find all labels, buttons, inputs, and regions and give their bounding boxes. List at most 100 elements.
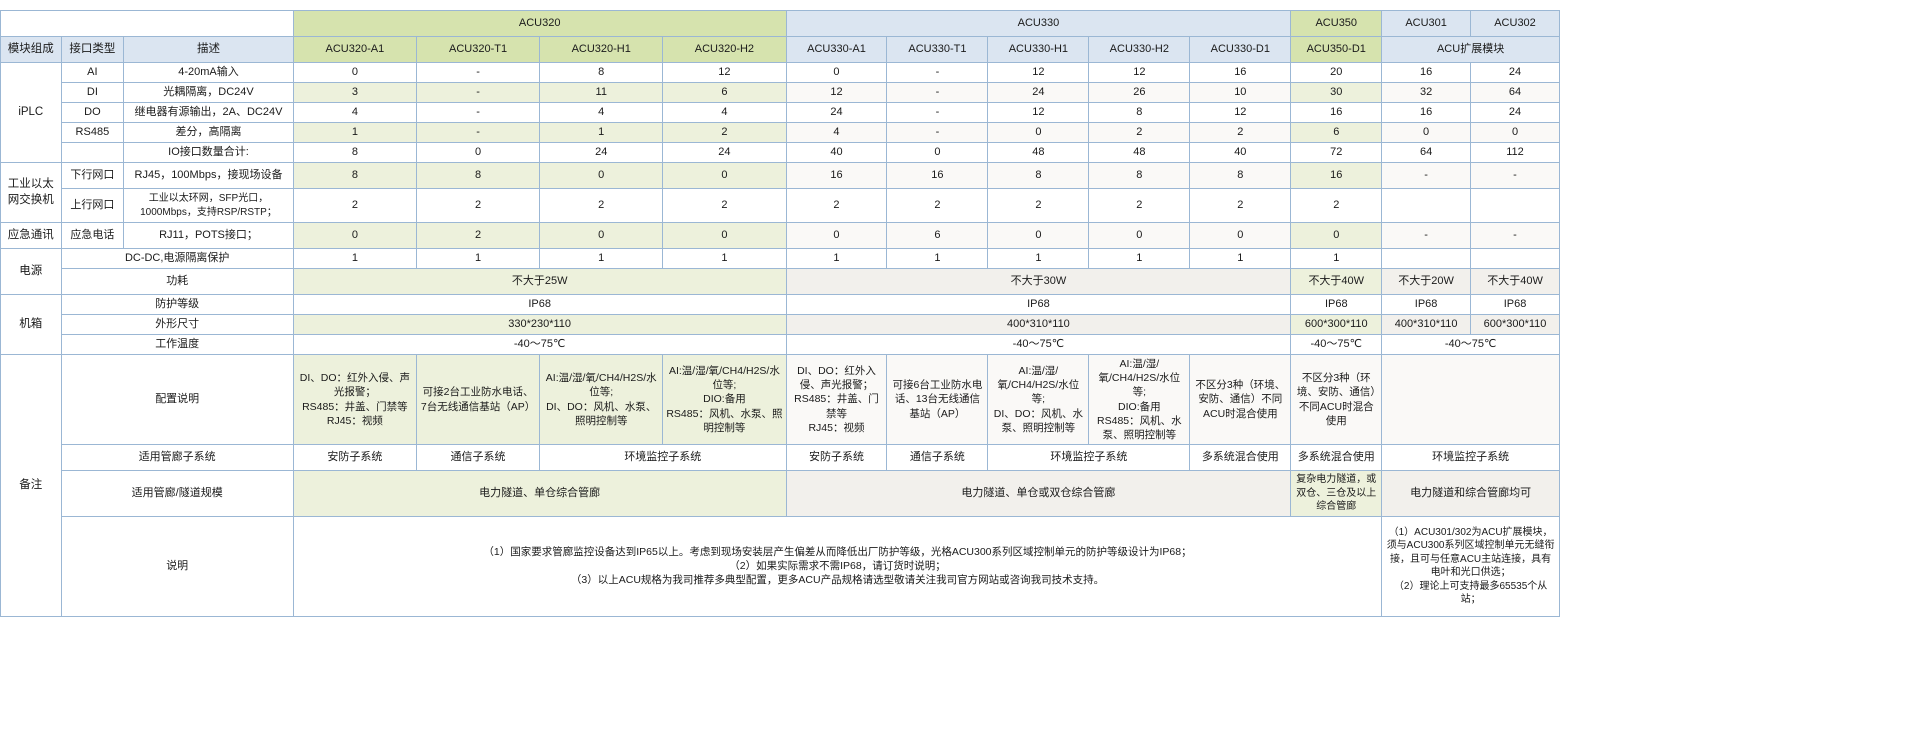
- cell-iplc-total-1: 0: [415, 142, 541, 163]
- cell-iplc-di-6: 24: [987, 82, 1090, 103]
- cell-iplc-do-8: 12: [1189, 102, 1292, 123]
- col-header-acu350-d1: ACU350-D1: [1290, 36, 1383, 63]
- scale-acu330: 电力隧道、单仓或双仓综合管廊: [785, 470, 1292, 517]
- cell-iplc-total-6: 48: [987, 142, 1090, 163]
- col-header-acu320-h1: ACU320-H1: [539, 36, 664, 63]
- col-header-expansion-module: ACU扩展模块: [1381, 36, 1560, 63]
- cell-iplc-rs485-5: -: [886, 122, 989, 143]
- sub-expansion: 环境监控子系统: [1381, 444, 1560, 472]
- cell-chassis-protection-350: IP68: [1290, 294, 1383, 315]
- remarks-main-note: （1）国家要求管廊监控设备达到IP65以上。考虑到现场安装层产生偏差从而降低出厂…: [292, 515, 1383, 617]
- cell-power-dcdc-10: [1381, 248, 1472, 269]
- cell-iplc-do-6: 12: [987, 102, 1090, 123]
- cell-iplc-ai-0: 0: [292, 62, 417, 83]
- cell-switch-up-5: 2: [886, 188, 989, 223]
- cell-iplc-total-11: 112: [1470, 142, 1560, 163]
- scale-acu350: 复杂电力隧道，或双仓、三仓及以上综合管廊: [1290, 470, 1383, 517]
- col-header-module: 模块组成: [0, 36, 62, 63]
- cell-switch-up-4: 2: [785, 188, 888, 223]
- cell-iplc-rs485-10: 0: [1381, 122, 1472, 143]
- cell-iplc-do-1: -: [415, 102, 541, 123]
- cell-iplc-rs485-2: 1: [539, 122, 664, 143]
- chassis-protection-desc: 防护等级: [60, 294, 294, 315]
- switch-up-desc: 工业以太环网，SFP光口，1000Mbps，支持RSP/RSTP；: [123, 188, 294, 223]
- cell-emergency-7: 0: [1088, 222, 1191, 249]
- cell-chassis-dim-320: 330*230*110: [292, 314, 787, 335]
- iplc-total-type: [60, 142, 125, 163]
- section-label-emergency: 应急通讯: [0, 222, 62, 249]
- remarks-side-note: （1）ACU301/302为ACU扩展模块，须与ACU300系列区域控制单元无缝…: [1381, 515, 1560, 617]
- cell-switch-up-10: [1381, 188, 1472, 223]
- section-label-chassis: 机箱: [0, 294, 62, 355]
- cfg-acu320-h2: AI:温/湿/氧/CH4/H2S/水位等; DIO:备用 RS485：风机、水泵…: [662, 353, 787, 446]
- cell-power-dcdc-0: 1: [292, 248, 417, 269]
- cfg-acu330-a1: DI、DO：红外入侵、声光报警； RS485：井盖、门禁等 RJ45：视频: [785, 353, 888, 446]
- cell-switch-up-3: 2: [662, 188, 787, 223]
- cell-chassis-temp-330: -40～75℃: [785, 334, 1292, 355]
- switch-down-type: 下行网口: [60, 162, 125, 189]
- cell-iplc-ai-3: 12: [662, 62, 787, 83]
- cell-iplc-do-9: 16: [1290, 102, 1383, 123]
- cell-iplc-total-10: 64: [1381, 142, 1472, 163]
- row-remarks-note: 说明 （1）国家要求管廊监控设备达到IP65以上。考虑到现场安装层产生偏差从而降…: [1, 515, 1560, 617]
- group-acu302: ACU302: [1470, 10, 1560, 37]
- section-label-switch: 工业以太网交换机: [0, 162, 62, 223]
- row-remarks-config: 备注 配置说明 DI、DO：红外入侵、声光报警； RS485：井盖、门禁等 RJ…: [0, 353, 1560, 617]
- cell-iplc-di-11: 64: [1470, 82, 1560, 103]
- power-dcdc-desc: DC-DC,电源隔离保护: [60, 248, 294, 269]
- chassis-dimension-desc: 外形尺寸: [60, 314, 294, 335]
- cell-iplc-ai-2: 8: [539, 62, 664, 83]
- cfg-acu330-h1: AI:温/湿/氧/CH4/H2S/水位等; DI、DO：风机、水泵、照明控制等: [987, 353, 1090, 446]
- cfg-acu320-t1: 可接2台工业防水电话、7台无线通信基站（AP）: [415, 353, 541, 446]
- cell-iplc-total-4: 40: [785, 142, 888, 163]
- column-header-row: 模块组成 接口类型 描述 ACU320-A1 ACU320-T1 ACU320-…: [0, 36, 1560, 63]
- cell-iplc-di-1: -: [415, 82, 541, 103]
- iplc-ai-type: AI: [60, 62, 125, 83]
- cfg-expansion: [1381, 353, 1560, 446]
- iplc-total-desc: IO接口数量合计:: [123, 142, 294, 163]
- cell-emergency-6: 0: [987, 222, 1090, 249]
- iplc-ai-desc: 4-20mA输入: [123, 62, 294, 83]
- emergency-type: 应急电话: [60, 222, 125, 249]
- cell-iplc-do-5: -: [886, 102, 989, 123]
- row-switch-downlink: 工业以太网交换机 下行网口 RJ45，100Mbps，接现场设备 8 8 0 0…: [0, 162, 1560, 223]
- cell-iplc-total-2: 24: [539, 142, 664, 163]
- col-header-acu320-a1: ACU320-A1: [292, 36, 417, 63]
- cell-iplc-rs485-1: -: [415, 122, 541, 143]
- scale-acu320: 电力隧道、单仓综合管廊: [292, 470, 787, 517]
- cell-power-320: 不大于25W: [292, 268, 787, 295]
- cell-chassis-dim-301: 400*310*110: [1381, 314, 1472, 335]
- cell-switch-down-6: 8: [987, 162, 1090, 189]
- cell-emergency-4: 0: [785, 222, 888, 249]
- emergency-desc: RJ11，POTS接口；: [123, 222, 294, 249]
- sub-acu320-a1: 安防子系统: [292, 444, 417, 472]
- cell-switch-down-7: 8: [1088, 162, 1191, 189]
- row-remarks-scale: 适用管廊/隧道规模 电力隧道、单仓综合管廊 电力隧道、单仓或双仓综合管廊 复杂电…: [1, 470, 1560, 517]
- col-header-acu330-a1: ACU330-A1: [785, 36, 888, 63]
- cell-iplc-total-9: 72: [1290, 142, 1383, 163]
- row-iplc-ai: iPLC AI 4-20mA输入 0 - 8 12 0 - 12 12 16 2…: [0, 62, 1560, 163]
- cell-iplc-do-2: 4: [539, 102, 664, 123]
- col-header-interface-type: 接口类型: [60, 36, 125, 63]
- cell-chassis-dim-350: 600*300*110: [1290, 314, 1383, 335]
- cell-power-dcdc-4: 1: [785, 248, 888, 269]
- acu-spec-table: ACU320 ACU330 ACU350 ACU301 ACU302 模块组成 …: [0, 10, 1560, 617]
- cell-iplc-total-0: 8: [292, 142, 417, 163]
- cell-power-350: 不大于40W: [1290, 268, 1383, 295]
- sub-acu320-t1: 通信子系统: [415, 444, 541, 472]
- group-header-blank: [0, 10, 294, 37]
- cell-chassis-temp-350: -40～75℃: [1290, 334, 1383, 355]
- sub-acu330-a1: 安防子系统: [785, 444, 888, 472]
- remarks-subsystem-desc: 适用管廊子系统: [60, 444, 294, 472]
- cell-iplc-total-8: 40: [1189, 142, 1292, 163]
- sub-acu330-d1: 多系统混合使用: [1189, 444, 1292, 472]
- col-header-acu330-d1: ACU330-D1: [1189, 36, 1292, 63]
- cell-emergency-8: 0: [1189, 222, 1292, 249]
- cell-iplc-total-7: 48: [1088, 142, 1191, 163]
- cell-iplc-di-4: 12: [785, 82, 888, 103]
- cell-iplc-di-9: 30: [1290, 82, 1383, 103]
- cell-iplc-ai-8: 16: [1189, 62, 1292, 83]
- row-iplc-rs485: RS485 差分，高隔离 1 - 1 2 4 - 0 2 2 6 0 0: [1, 122, 1560, 143]
- cell-iplc-do-0: 4: [292, 102, 417, 123]
- cell-iplc-do-11: 24: [1470, 102, 1560, 123]
